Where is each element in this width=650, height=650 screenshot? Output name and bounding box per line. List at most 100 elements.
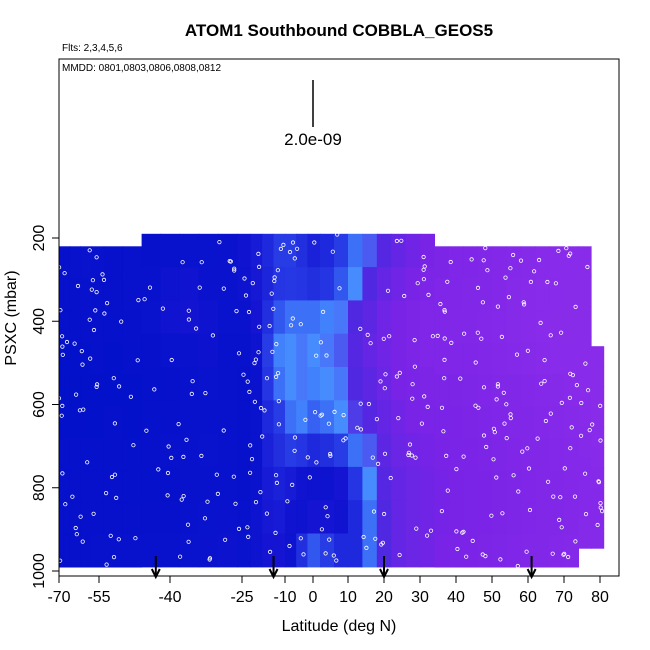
heatmap-cell: [103, 342, 124, 376]
heatmap-cell: [549, 438, 565, 472]
sample-point: [421, 254, 426, 260]
heatmap-cell: [477, 278, 493, 312]
heatmap-cell: [160, 300, 181, 335]
heatmap-cell: [564, 534, 579, 568]
heatmap-cell: [448, 342, 464, 376]
sample-point: [94, 255, 99, 260]
sample-point: [303, 417, 308, 422]
sample-point: [598, 438, 603, 443]
sample-point: [442, 336, 447, 341]
heatmap-cell: [506, 278, 522, 312]
sample-point: [536, 257, 542, 263]
heatmap-cell: [237, 400, 252, 435]
heatmap-cell: [237, 466, 252, 501]
sample-point: [301, 552, 306, 557]
heatmap-cell: [273, 267, 286, 301]
heatmap-cell: [405, 367, 421, 401]
sample-point: [410, 396, 415, 401]
sample-point: [197, 285, 202, 290]
sample-point: [545, 279, 550, 285]
heatmap-cell: [198, 333, 219, 368]
heatmap-cell: [307, 466, 321, 501]
sample-point: [473, 360, 478, 365]
sample-point: [484, 444, 489, 450]
sample-point: [583, 361, 588, 366]
heatmap-cell: [506, 438, 522, 472]
sample-point: [112, 472, 118, 477]
sample-point: [521, 302, 527, 307]
sample-point: [448, 259, 453, 265]
heatmap-cell: [376, 533, 392, 568]
heatmap-cell: [296, 300, 308, 335]
sample-point: [461, 331, 467, 336]
heatmap-cell: [103, 534, 124, 568]
sample-point: [269, 291, 274, 296]
sample-point: [314, 353, 319, 358]
sample-point: [256, 350, 261, 355]
sample-point: [245, 379, 250, 384]
heatmap-cell: [198, 400, 219, 435]
heatmap-cell: [69, 278, 81, 312]
heatmap-cell: [549, 310, 565, 344]
heatmap-cell: [218, 433, 238, 468]
sample-point: [414, 526, 419, 531]
heatmap-cell: [477, 374, 493, 408]
heatmap-cell: [160, 267, 181, 301]
heatmap-cell: [463, 438, 479, 472]
sample-point: [494, 475, 499, 480]
heatmap-cell: [391, 400, 407, 435]
heatmap-cell: [103, 438, 124, 472]
sample-point: [573, 304, 578, 309]
heatmap-cell: [477, 246, 493, 279]
heatmap-cell: [91, 342, 105, 376]
heatmap-cell: [492, 278, 507, 312]
sample-point: [424, 533, 430, 538]
sample-point: [108, 533, 113, 538]
heatmap-cell: [69, 534, 81, 568]
sample-point: [419, 421, 424, 426]
heatmap-cell: [477, 310, 493, 344]
sample-point: [585, 388, 591, 393]
heatmap-cell: [405, 500, 421, 535]
sample-point: [81, 407, 86, 412]
heatmap-cell: [237, 267, 252, 301]
heatmap-cell: [250, 333, 263, 368]
heatmap-cell: [250, 400, 263, 435]
sample-point: [116, 537, 121, 542]
heatmap-cell: [376, 433, 392, 468]
sample-point: [90, 278, 96, 283]
heatmap-cell: [362, 267, 378, 301]
sample-point: [481, 258, 486, 263]
heatmap-cell: [564, 502, 579, 536]
sample-point: [503, 275, 508, 280]
heatmap-cell: [420, 400, 435, 435]
sample-point: [373, 536, 378, 541]
heatmap-cell: [535, 502, 551, 536]
sample-point: [180, 260, 185, 265]
heatmap-cell: [376, 500, 392, 535]
heatmap-cell: [103, 246, 124, 279]
sample-point: [305, 455, 310, 460]
sample-point: [325, 514, 330, 519]
sample-point: [511, 473, 516, 478]
heatmap-cell: [307, 500, 321, 535]
chart-title: ATOM1 Southbound COBBLA_GEOS5: [185, 21, 493, 40]
sample-point: [189, 391, 194, 396]
sample-point: [270, 349, 275, 354]
sample-point: [290, 316, 295, 321]
heatmap-cell: [285, 400, 297, 435]
heatmap-cell: [391, 433, 407, 468]
heatmap-cell: [591, 467, 605, 489]
sample-point: [232, 268, 237, 273]
heatmap-cell: [348, 500, 363, 535]
sample-point: [60, 344, 65, 349]
sample-point: [545, 479, 551, 484]
sample-point: [256, 251, 261, 256]
heatmap-cell: [198, 367, 219, 401]
heatmap-cell: [591, 507, 605, 529]
sample-point: [147, 285, 153, 290]
heatmap-cell: [520, 406, 536, 440]
sample-point: [275, 370, 281, 376]
heatmap-cell: [477, 470, 493, 504]
heatmap-cell: [492, 246, 507, 279]
